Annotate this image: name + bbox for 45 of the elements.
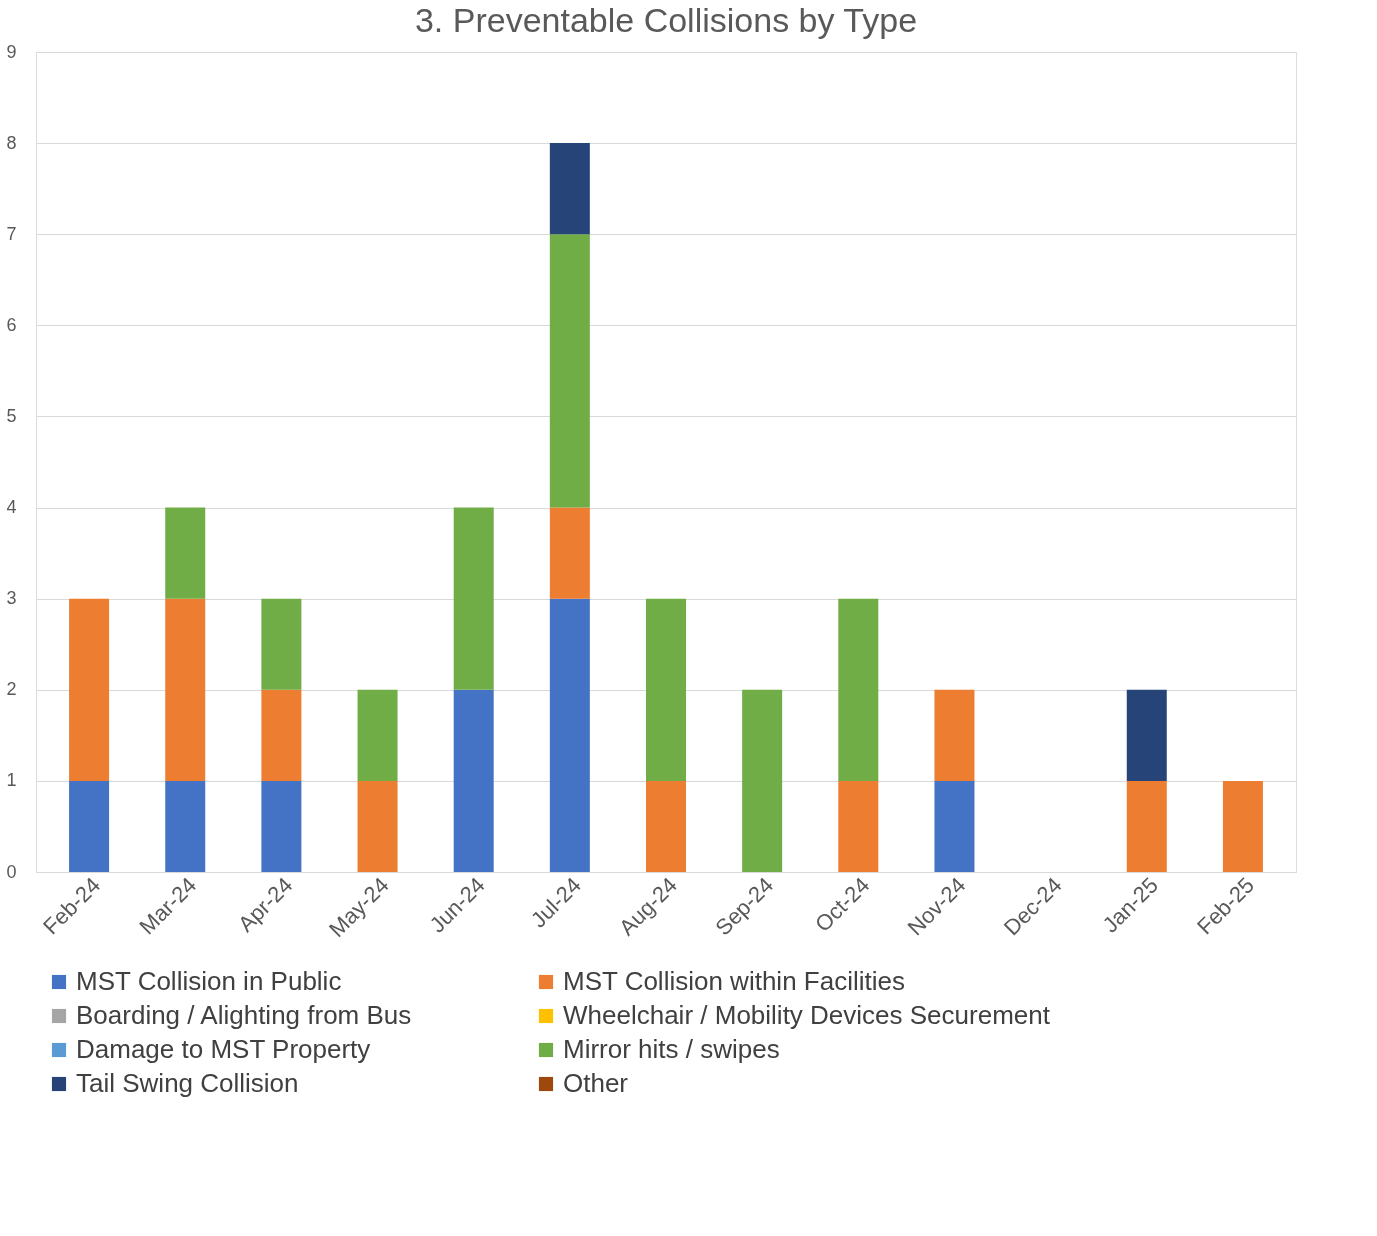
bar (453, 689, 494, 872)
bar (742, 689, 783, 872)
y-tick-label: 3 (6, 588, 17, 609)
y-tick-label: 9 (6, 41, 17, 62)
bar (549, 143, 590, 235)
bar (357, 689, 398, 781)
bar (549, 507, 590, 599)
legend-label: Tail Swing Collision (76, 1068, 299, 1098)
y-tick-label: 8 (6, 132, 17, 153)
bar (261, 598, 302, 690)
bar (165, 507, 206, 599)
legend-label: MST Collision in Public (76, 966, 342, 996)
y-tick-label: 0 (6, 861, 17, 882)
bar (261, 780, 302, 872)
bar (646, 598, 686, 781)
bar (453, 507, 494, 690)
y-tick-label: 1 (6, 770, 17, 791)
legend-label: Mirror hits / swipes (563, 1034, 780, 1064)
legend-label: Other (563, 1068, 629, 1098)
bar (838, 598, 879, 781)
bar (165, 780, 206, 872)
y-tick-label: 4 (6, 497, 17, 518)
y-tick-label: 5 (6, 405, 17, 426)
y-tick-label: 2 (6, 679, 17, 700)
bar (165, 598, 206, 781)
bar (838, 780, 879, 872)
legend-label: Boarding / Alighting from Bus (76, 1000, 412, 1030)
bar (69, 780, 110, 872)
bar (549, 598, 590, 872)
legend-label: Damage to MST Property (76, 1034, 371, 1064)
bar (69, 598, 110, 781)
y-tick-label: 6 (6, 314, 17, 335)
bar (646, 780, 686, 872)
legend-label: MST Collision within Facilities (563, 966, 905, 996)
bar (1126, 780, 1167, 872)
bar (934, 780, 975, 872)
bar (549, 234, 590, 508)
bar (1126, 689, 1167, 781)
bar (934, 689, 975, 781)
chart-title: 3. Preventable Collisions by Type (414, 1, 918, 39)
y-tick-label: 7 (6, 223, 17, 244)
legend-label: Wheelchair / Mobility Devices Securement (563, 1000, 1051, 1030)
bar (357, 780, 398, 872)
bar (1222, 780, 1263, 872)
bar (261, 689, 302, 781)
